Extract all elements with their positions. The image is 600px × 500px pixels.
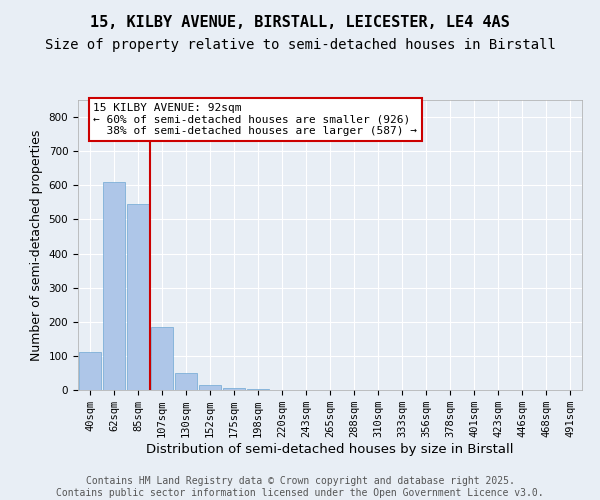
- X-axis label: Distribution of semi-detached houses by size in Birstall: Distribution of semi-detached houses by …: [146, 443, 514, 456]
- Bar: [223, 388, 245, 390]
- Text: Size of property relative to semi-detached houses in Birstall: Size of property relative to semi-detach…: [44, 38, 556, 52]
- Bar: [175, 373, 197, 390]
- Bar: [127, 204, 149, 390]
- Text: Contains HM Land Registry data © Crown copyright and database right 2025.
Contai: Contains HM Land Registry data © Crown c…: [56, 476, 544, 498]
- Text: 15 KILBY AVENUE: 92sqm
← 60% of semi-detached houses are smaller (926)
  38% of : 15 KILBY AVENUE: 92sqm ← 60% of semi-det…: [93, 103, 417, 136]
- Bar: [151, 327, 173, 390]
- Y-axis label: Number of semi-detached properties: Number of semi-detached properties: [30, 130, 43, 360]
- Bar: [103, 182, 125, 390]
- Bar: [79, 352, 101, 390]
- Bar: [199, 385, 221, 390]
- Text: 15, KILBY AVENUE, BIRSTALL, LEICESTER, LE4 4AS: 15, KILBY AVENUE, BIRSTALL, LEICESTER, L…: [90, 15, 510, 30]
